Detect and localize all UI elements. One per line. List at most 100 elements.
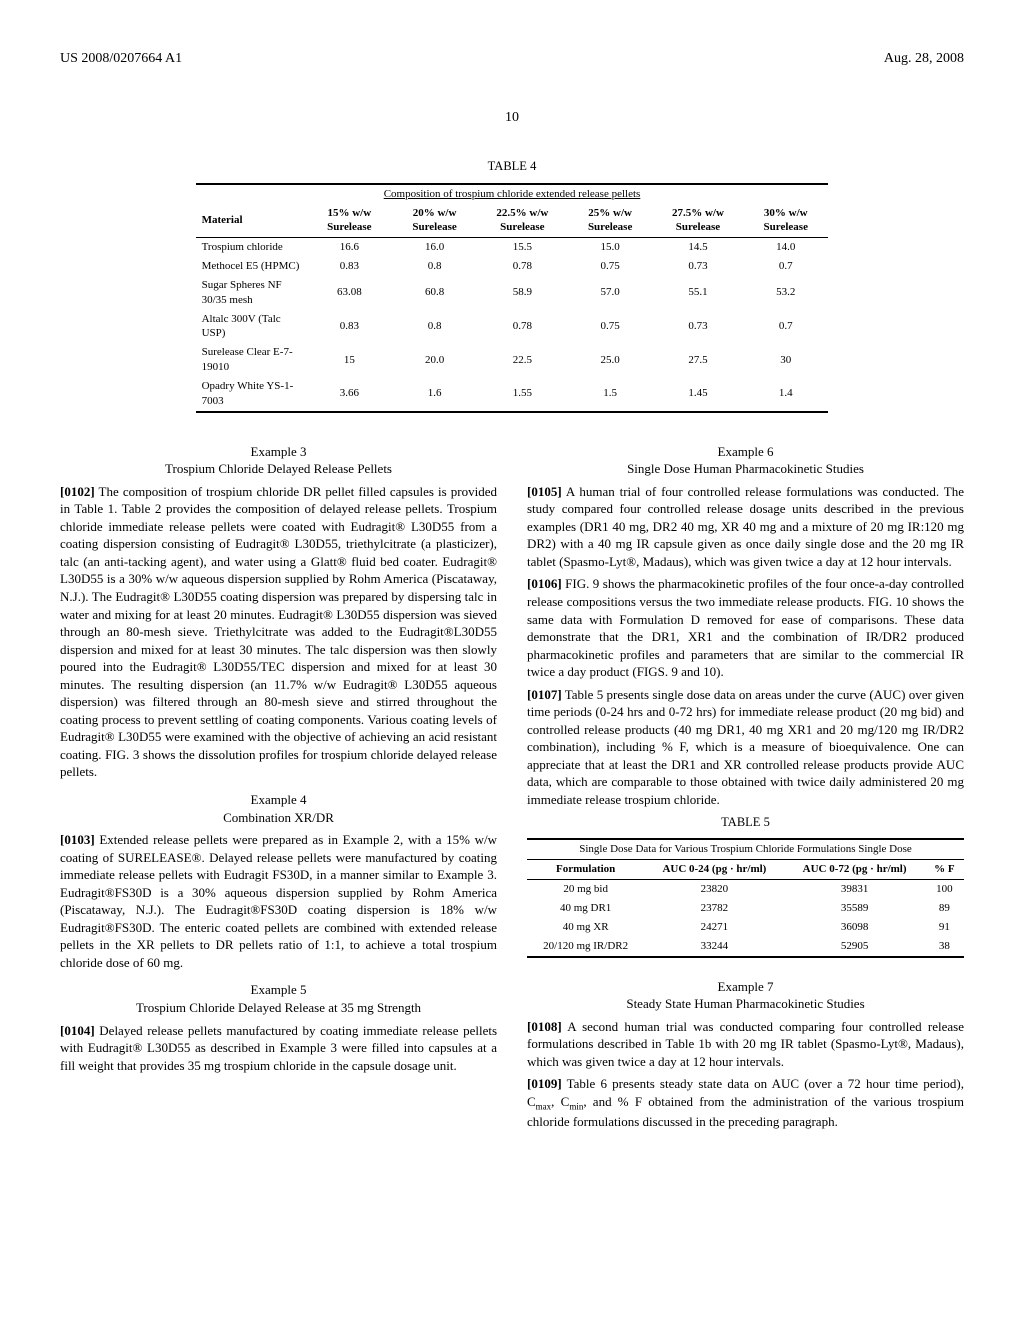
para-num: [0109] [527,1076,562,1091]
cell: 27.5 [653,343,743,377]
para-text-mid: , C [551,1094,569,1109]
cell: 0.75 [568,257,653,276]
col-275: 27.5% w/w Surelease [653,204,743,238]
page-header: US 2008/0207664 A1 Aug. 28, 2008 [60,50,964,69]
cell: Altalc 300V (Talc USP) [196,310,307,344]
cell: 14.0 [743,238,828,257]
cell: 91 [925,918,964,937]
cell: 89 [925,899,964,918]
para-num: [0108] [527,1019,562,1034]
example7-title: Steady State Human Pharmacokinetic Studi… [527,995,964,1013]
col-225: 22.5% w/w Surelease [477,204,567,238]
cell: 14.5 [653,238,743,257]
cell: 1.55 [477,377,567,412]
table-4: Composition of trospium chloride extende… [196,183,829,413]
cell: 53.2 [743,276,828,310]
cell: 63.08 [307,276,392,310]
cell: 1.4 [743,377,828,412]
cell: 52905 [784,937,924,957]
cell: 100 [925,880,964,899]
para-num: [0107] [527,687,562,702]
example3-label: Example 3 [60,443,497,461]
cell: 22.5 [477,343,567,377]
col-15: 15% w/w Surelease [307,204,392,238]
para-num: [0106] [527,576,562,591]
cell: 40 mg XR [527,918,644,937]
doc-date: Aug. 28, 2008 [884,50,964,69]
cell: 0.7 [743,310,828,344]
cell: 23782 [644,899,784,918]
cell: Sugar Spheres NF 30/35 mesh [196,276,307,310]
cell: 0.73 [653,257,743,276]
example7-label: Example 7 [527,978,964,996]
sub-min: min [569,1101,583,1111]
cell: Opadry White YS-1-7003 [196,377,307,412]
para-num: [0103] [60,832,95,847]
col-auc024: AUC 0-24 (pg · hr/ml) [644,860,784,879]
para-text: Table 5 presents single dose data on are… [527,687,964,807]
cell: 23820 [644,880,784,899]
cell: Surelease Clear E-7-19010 [196,343,307,377]
cell: 15 [307,343,392,377]
table4-header-row: Material 15% w/w Surelease 20% w/w Surel… [196,204,829,238]
cell: 1.6 [392,377,477,412]
para-text: Extended release pellets were prepared a… [60,832,497,970]
cell: 60.8 [392,276,477,310]
cell: 0.75 [568,310,653,344]
col-auc072: AUC 0-72 (pg · hr/ml) [784,860,924,879]
example6-label: Example 6 [527,443,964,461]
col-formulation: Formulation [527,860,644,879]
table5-row: 40 mg DR1237823558989 [527,899,964,918]
table4-subcaption: Composition of trospium chloride extende… [196,185,829,204]
table4-row: Altalc 300V (Talc USP)0.830.80.780.750.7… [196,310,829,344]
cell: 40 mg DR1 [527,899,644,918]
doc-number: US 2008/0207664 A1 [60,50,182,69]
table4-row: Trospium chloride16.616.015.515.014.514.… [196,238,829,257]
left-column: Example 3 Trospium Chloride Delayed Rele… [60,433,497,1135]
example3-title: Trospium Chloride Delayed Release Pellet… [60,460,497,478]
table4-row: Surelease Clear E-7-190101520.022.525.02… [196,343,829,377]
table4-row: Opadry White YS-1-70033.661.61.551.51.45… [196,377,829,412]
para-num: [0102] [60,484,95,499]
cell: 0.83 [307,257,392,276]
cell: 0.73 [653,310,743,344]
cell: 33244 [644,937,784,957]
table4-caption: TABLE 4 [60,158,964,175]
cell: 0.78 [477,257,567,276]
cell: 15.0 [568,238,653,257]
table5-caption: TABLE 5 [527,814,964,831]
cell: 36098 [784,918,924,937]
para-text-post: , and % F obtained from the administrati… [527,1094,964,1129]
right-column: Example 6 Single Dose Human Pharmacokine… [527,433,964,1135]
para-0106: [0106] FIG. 9 shows the pharmacokinetic … [527,575,964,680]
cell: 16.6 [307,238,392,257]
col-20: 20% w/w Surelease [392,204,477,238]
table4-row: Methocel E5 (HPMC)0.830.80.780.750.730.7 [196,257,829,276]
para-text: The composition of trospium chloride DR … [60,484,497,780]
para-0109: [0109] Table 6 presents steady state dat… [527,1075,964,1130]
cell: 39831 [784,880,924,899]
cell: 0.8 [392,257,477,276]
table5-header-row: Formulation AUC 0-24 (pg · hr/ml) AUC 0-… [527,860,964,879]
cell: 16.0 [392,238,477,257]
page-number: 10 [60,109,964,128]
example4-title: Combination XR/DR [60,809,497,827]
para-num: [0104] [60,1023,95,1038]
cell: Trospium chloride [196,238,307,257]
col-pctf: % F [925,860,964,879]
para-0103: [0103] Extended release pellets were pre… [60,831,497,971]
cell: 15.5 [477,238,567,257]
table4-row: Sugar Spheres NF 30/35 mesh63.0860.858.9… [196,276,829,310]
para-text: A second human trial was conducted compa… [527,1019,964,1069]
para-text: A human trial of four controlled release… [527,484,964,569]
para-0102: [0102] The composition of trospium chlor… [60,483,497,781]
example6-title: Single Dose Human Pharmacokinetic Studie… [527,460,964,478]
para-0107: [0107] Table 5 presents single dose data… [527,686,964,809]
table5-subcaption: Single Dose Data for Various Trospium Ch… [527,840,964,859]
cell: 58.9 [477,276,567,310]
cell: 57.0 [568,276,653,310]
para-text: Delayed release pellets manufactured by … [60,1023,497,1073]
cell: 25.0 [568,343,653,377]
cell: 0.7 [743,257,828,276]
cell: 38 [925,937,964,957]
